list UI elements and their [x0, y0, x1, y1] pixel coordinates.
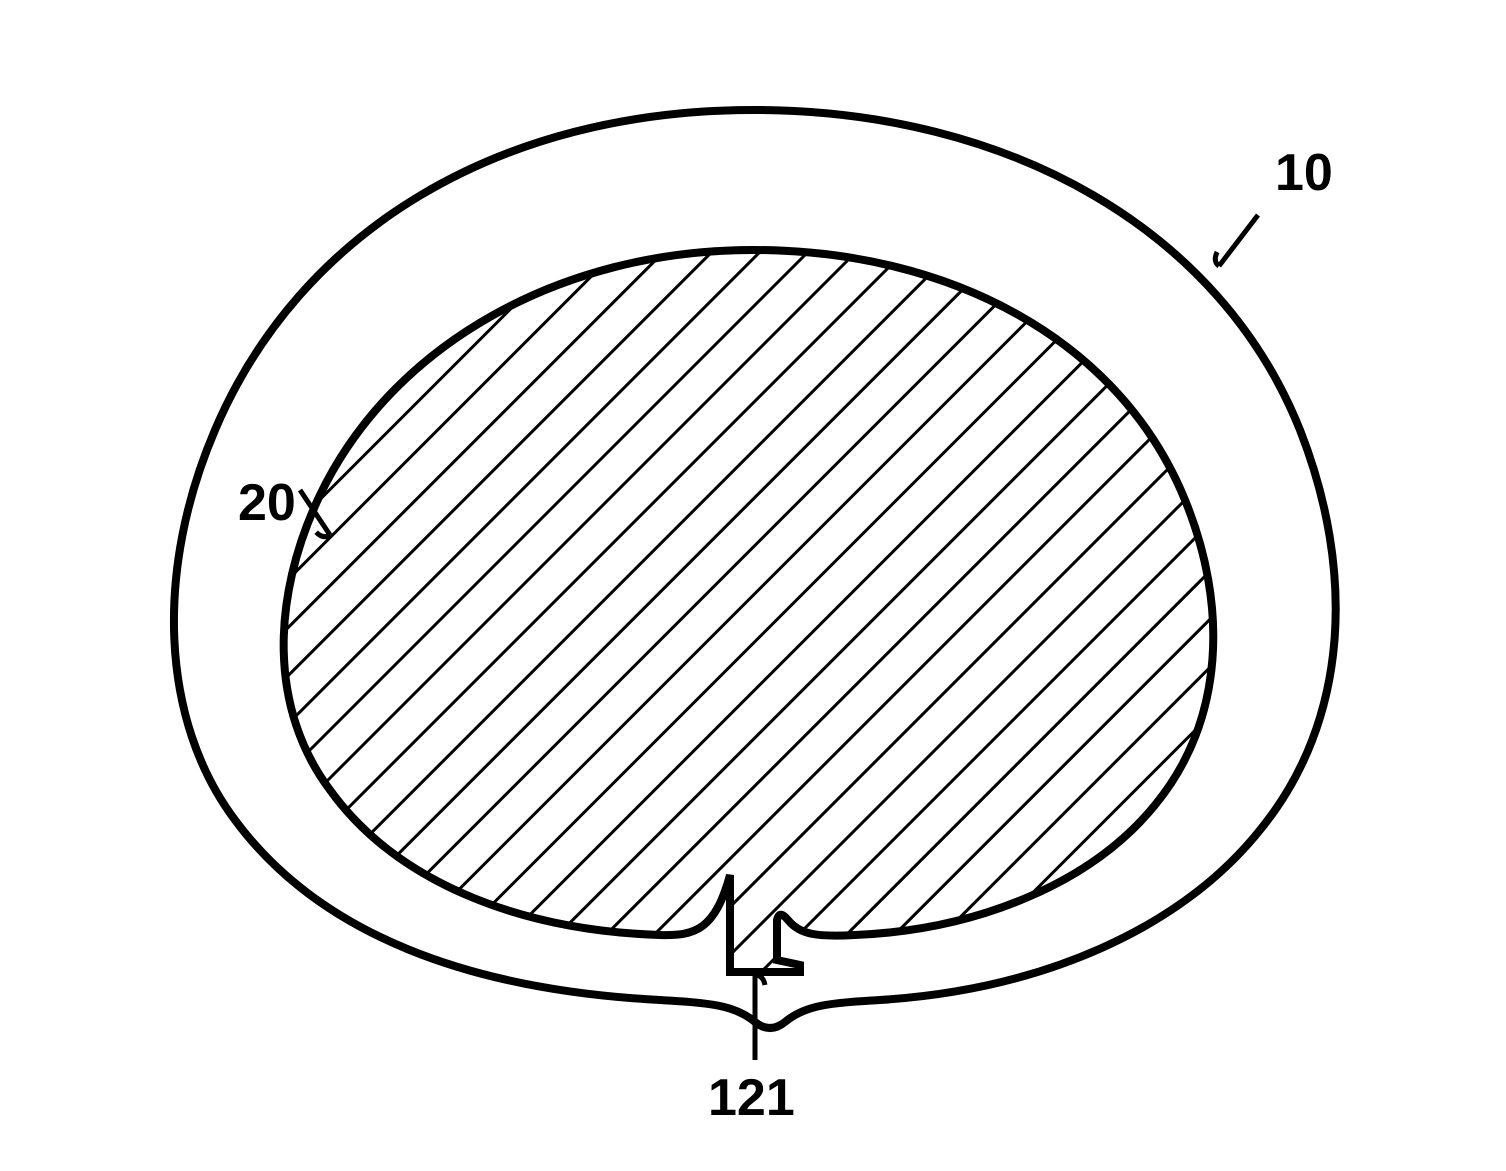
leader-10: [1219, 215, 1258, 266]
cross-section-diagram: 10 20 121: [0, 0, 1506, 1171]
leader-hook-10: [1215, 252, 1219, 266]
label-20: 20: [238, 474, 296, 532]
label-121: 121: [708, 1069, 795, 1127]
label-10: 10: [1275, 144, 1333, 202]
